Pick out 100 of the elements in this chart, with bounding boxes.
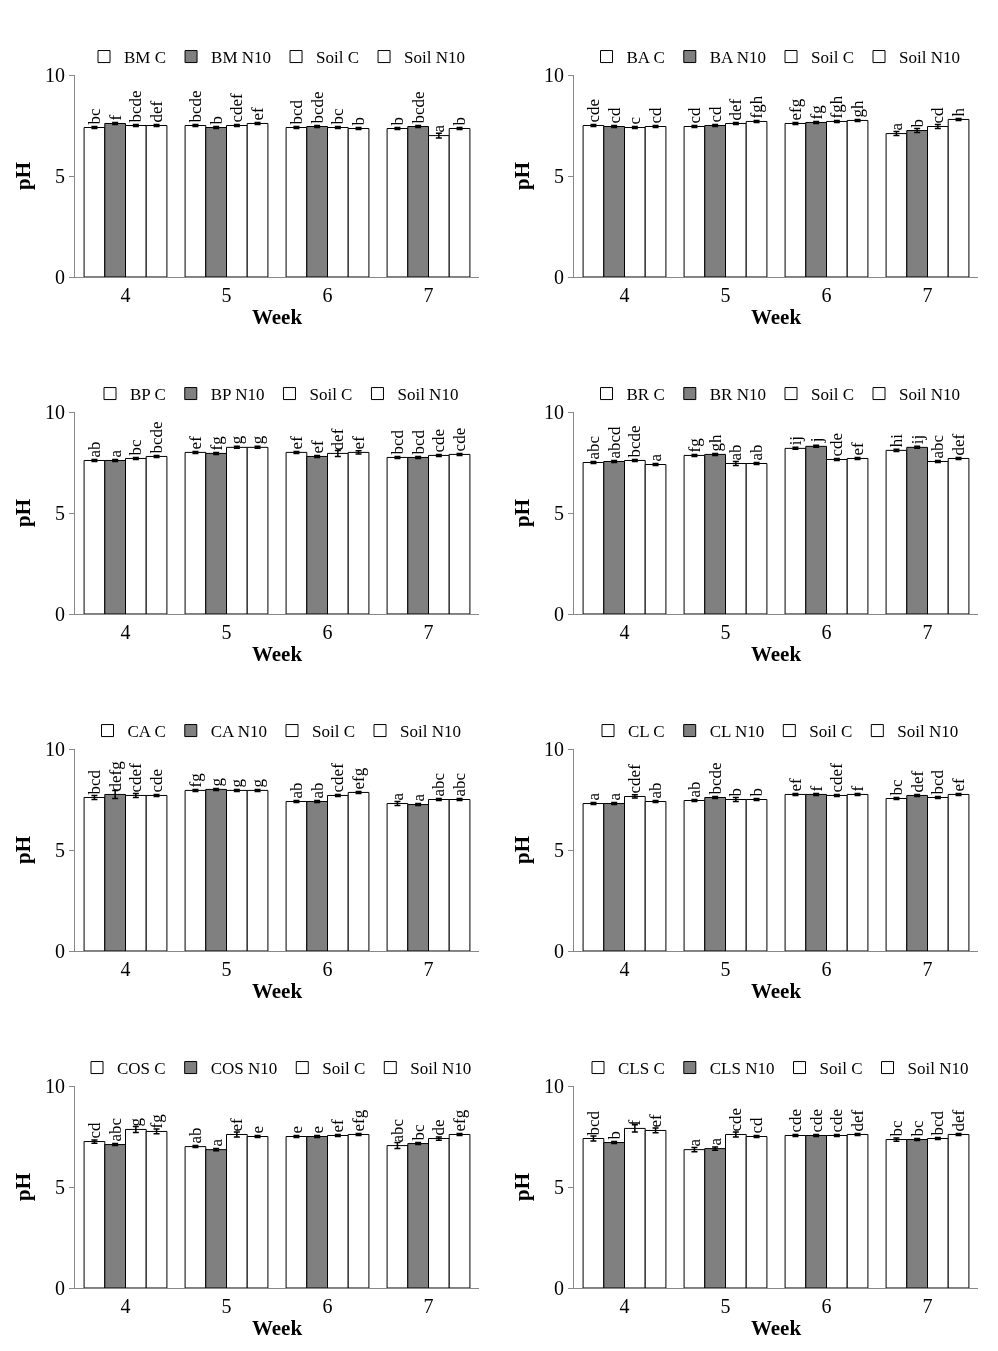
data-label: cdef <box>625 763 645 794</box>
data-label: fg <box>206 435 226 451</box>
x-tick-label: 7 <box>922 958 933 980</box>
data-label: def <box>328 428 348 451</box>
y-tick-label: 5 <box>55 502 65 524</box>
x-tick-label: 7 <box>423 1295 434 1317</box>
data-label: b <box>604 1131 624 1140</box>
data-label: abc <box>450 772 470 797</box>
x-tick-label: 5 <box>720 284 731 306</box>
y-axis-title: pH <box>11 498 36 528</box>
data-label: bcd <box>928 769 948 795</box>
y-axis-title: pH <box>11 161 36 191</box>
x-tick-label: 4 <box>120 1295 131 1317</box>
data-label: gh <box>705 433 725 452</box>
data-label: ef <box>949 777 969 792</box>
x-axis-title: Week <box>750 1316 802 1341</box>
data-label: b <box>726 788 746 797</box>
data-label: b <box>907 119 927 128</box>
data-label: b <box>747 788 767 797</box>
y-tick-label: 0 <box>55 266 65 288</box>
data-label: ef <box>185 435 205 450</box>
y-tick-label: 10 <box>45 738 65 760</box>
data-label: fgh <box>827 95 847 119</box>
data-label: bcde <box>126 90 146 123</box>
legend-label: Soil N10 <box>404 48 465 68</box>
y-axis-title: pH <box>510 835 535 865</box>
legend-label: Soil N10 <box>907 1059 969 1079</box>
legend-label: Soil C <box>811 385 854 405</box>
y-tick-label: 0 <box>554 603 564 625</box>
x-tick-label: 6 <box>322 621 333 643</box>
x-tick-label: 7 <box>922 621 933 643</box>
data-label: abc <box>105 1117 125 1142</box>
data-label: def <box>907 770 927 793</box>
data-label: f <box>806 785 826 792</box>
data-label: cdef <box>126 762 146 793</box>
data-label: bc <box>886 778 906 796</box>
data-label: a <box>705 1137 725 1146</box>
data-label: cde <box>827 1108 847 1133</box>
data-label: def <box>726 98 746 121</box>
x-tick-label: 6 <box>322 1295 333 1317</box>
data-label: gh <box>848 99 868 118</box>
data-label: f <box>105 114 125 121</box>
x-tick-label: 5 <box>720 1295 731 1317</box>
data-label: cde <box>583 98 603 123</box>
data-label: a <box>387 792 407 801</box>
legend-label: Soil C <box>309 385 353 405</box>
y-tick-label: 10 <box>45 401 65 423</box>
data-label: efg <box>349 767 369 790</box>
data-label: j <box>806 437 826 444</box>
data-label: fgh <box>747 95 767 119</box>
y-tick-label: 5 <box>554 502 564 524</box>
data-label: fg <box>806 104 826 120</box>
data-label: ab <box>307 782 327 799</box>
legend-label: Soil N10 <box>897 722 959 742</box>
data-label: a <box>583 792 603 801</box>
x-tick-label: 7 <box>423 284 434 306</box>
data-label: abc <box>387 1118 407 1143</box>
data-label: ab <box>286 782 306 799</box>
legend-label: Soil N10 <box>410 1059 472 1079</box>
data-label: cd <box>705 105 725 123</box>
data-label: ef <box>248 106 268 121</box>
data-label: c <box>625 116 645 125</box>
x-axis-title: Week <box>251 979 303 1004</box>
data-label: fg <box>684 437 704 453</box>
x-tick-label: 6 <box>821 284 832 306</box>
x-tick-label: 6 <box>821 1295 832 1317</box>
y-tick-label: 5 <box>55 165 65 187</box>
data-label: abc <box>928 434 948 459</box>
x-tick-label: 4 <box>120 621 131 643</box>
data-label: bcde <box>147 421 167 454</box>
legend-label: CL N10 <box>709 722 765 742</box>
data-label: bcd <box>583 1110 603 1136</box>
data-label: def <box>949 433 969 456</box>
data-label: def <box>949 1109 969 1132</box>
x-tick-label: 6 <box>322 958 333 980</box>
data-label: cde <box>147 768 167 793</box>
legend-label: Soil C <box>312 722 355 742</box>
legend-label: CLS N10 <box>709 1059 775 1079</box>
data-label: cdef <box>827 762 847 793</box>
legend-label: COS N10 <box>210 1059 278 1079</box>
data-label: bcde <box>307 91 327 124</box>
data-label: efg <box>349 1109 369 1132</box>
x-tick-label: 4 <box>120 958 131 980</box>
data-label: def <box>848 1109 868 1132</box>
data-label: efg <box>785 98 805 121</box>
x-tick-label: 6 <box>821 621 832 643</box>
legend-label: BP N10 <box>210 385 265 405</box>
data-label: bcd <box>408 429 428 455</box>
data-label: a <box>206 1138 226 1147</box>
data-label: de <box>429 1119 449 1136</box>
data-label: f <box>848 785 868 792</box>
data-label: cd <box>747 1116 767 1134</box>
y-tick-label: 5 <box>554 1176 564 1198</box>
data-label: ef <box>328 1118 348 1133</box>
legend-label: BM N10 <box>211 48 272 68</box>
legend-label: Soil C <box>322 1059 366 1079</box>
data-label: bcde <box>185 90 205 123</box>
y-tick-label: 5 <box>554 165 564 187</box>
data-label: cde <box>785 1108 805 1133</box>
y-tick-label: 0 <box>55 940 65 962</box>
